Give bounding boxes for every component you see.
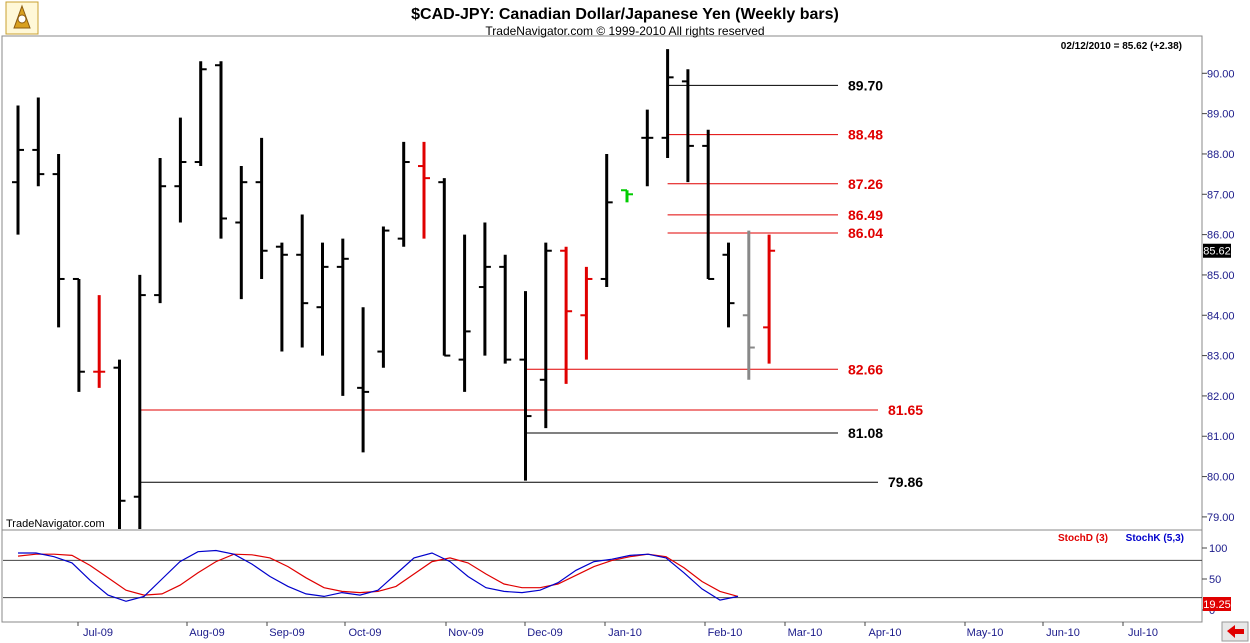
y-tick-label: 81.00 xyxy=(1207,431,1235,443)
x-tick-label: Sep-09 xyxy=(269,627,304,639)
ohlc-bar xyxy=(722,242,735,328)
price-panel-frame xyxy=(1,35,1203,531)
watermark: TradeNavigator.com xyxy=(6,518,105,530)
level-label: 81.65 xyxy=(888,402,923,418)
ohlc-bar xyxy=(418,141,430,239)
ohlc-bar xyxy=(763,234,776,364)
stoch-value-tag: 19.25 xyxy=(1203,597,1231,611)
ohlc-bar xyxy=(296,214,309,348)
level-label: 81.08 xyxy=(848,425,883,441)
x-tick-label: Jan-10 xyxy=(608,627,642,639)
x-tick-label: Dec-09 xyxy=(527,627,562,639)
stoch-tick-label: 100 xyxy=(1209,543,1227,555)
level-label: 86.04 xyxy=(848,225,883,241)
ohlc-bar xyxy=(52,153,65,328)
legend-stochd: StochD (3) xyxy=(1058,533,1108,544)
ohlc-bar xyxy=(478,222,491,356)
month-axis: Jul-09 Aug-09 Sep-09 Oct-09 Nov-09 Dec-09 Jan-… xyxy=(77,622,1158,639)
ohlc-bar xyxy=(641,109,654,187)
ohlc-bar xyxy=(174,117,187,223)
y-tick-label: 84.00 xyxy=(1207,310,1235,322)
ohlc-bar xyxy=(154,157,167,304)
y-tick-label: 86.00 xyxy=(1207,230,1235,242)
ohlc-bar xyxy=(133,274,146,529)
level-label: 86.49 xyxy=(848,207,883,223)
last-price-tag: 85.62 xyxy=(1203,243,1231,258)
ohlc-bar xyxy=(580,266,593,360)
ohlc-bar xyxy=(72,277,85,392)
ohlc-bar xyxy=(377,226,390,368)
x-tick-label: Feb-10 xyxy=(708,627,743,639)
y-tick-label: 79.00 xyxy=(1207,512,1235,524)
legend-stochk: StochK (5,3) xyxy=(1126,533,1184,544)
ohlc-bar xyxy=(93,295,106,388)
ohlc-bar xyxy=(316,242,329,356)
stoch-series-line xyxy=(17,553,739,597)
level-label: 82.66 xyxy=(848,361,883,377)
ohlc-bar xyxy=(560,246,573,384)
level-label: 89.70 xyxy=(848,77,883,93)
ohlc-bar xyxy=(215,61,227,239)
y-tick-label: 85.00 xyxy=(1207,270,1235,282)
y-tick-label: 90.00 xyxy=(1207,68,1235,80)
level-label: 79.86 xyxy=(888,474,923,490)
stoch-panel-frame xyxy=(1,529,1203,623)
chart-title: $CAD-JPY: Canadian Dollar/Japanese Yen (… xyxy=(411,6,839,23)
x-tick-label: Jul-10 xyxy=(1128,627,1158,639)
ohlc-bar xyxy=(336,238,349,396)
stoch-tick-label: 50 xyxy=(1209,574,1221,586)
ohlc-bar xyxy=(621,189,633,203)
x-tick-label: Jun-10 xyxy=(1046,627,1080,639)
scroll-left-arrow-icon[interactable] xyxy=(1221,621,1249,642)
ohlc-bar xyxy=(235,166,248,300)
x-tick-label: Oct-09 xyxy=(348,627,381,639)
trade-navigator-logo xyxy=(5,1,39,35)
price-info: 02/12/2010 = 85.62 (+2.38) xyxy=(1061,41,1182,52)
ohlc-bar xyxy=(12,105,24,235)
ohlc-bar xyxy=(438,178,451,357)
ohlc-bar xyxy=(113,359,126,529)
ohlc-bar xyxy=(194,61,207,167)
y-tick-label: 83.00 xyxy=(1207,351,1235,363)
level-lines: 89.70 88.48 87.26 86.49 86.04 82.66 81.65 81.08… xyxy=(139,77,923,490)
y-tick-label: 80.00 xyxy=(1207,472,1235,484)
level-label: 88.48 xyxy=(848,127,883,143)
ohlc-bars xyxy=(12,49,776,529)
copyright-subtitle: TradeNavigator.com © 1999-2010 All right… xyxy=(485,24,764,38)
x-tick-label: Nov-09 xyxy=(448,627,483,639)
x-tick-label: Mar-10 xyxy=(788,627,823,639)
svg-text:85.62: 85.62 xyxy=(1203,246,1231,258)
y-tick-label: 88.00 xyxy=(1207,149,1235,161)
stoch-series-line xyxy=(18,549,739,602)
ohlc-bar xyxy=(397,141,410,247)
x-tick-label: Aug-09 xyxy=(189,627,224,639)
ohlc-bar xyxy=(702,129,715,280)
ohlc-bar xyxy=(681,69,694,183)
y-tick-label: 87.00 xyxy=(1207,189,1235,201)
ohlc-bar xyxy=(32,97,45,187)
level-label: 87.26 xyxy=(848,176,883,192)
ohlc-bar xyxy=(519,291,532,481)
y-tick-label: 82.00 xyxy=(1207,391,1235,403)
ohlc-bar xyxy=(661,49,674,158)
x-tick-label: Jul-09 xyxy=(83,627,113,639)
ohlc-bar xyxy=(275,242,288,352)
ohlc-bar xyxy=(742,230,755,380)
svg-text:19.25: 19.25 xyxy=(1203,599,1231,611)
ohlc-bar xyxy=(357,307,370,453)
y-tick-label: 89.00 xyxy=(1207,109,1235,121)
ohlc-bar xyxy=(499,254,512,364)
ohlc-bar xyxy=(255,137,268,279)
ohlc-bar xyxy=(458,234,471,392)
x-tick-label: May-10 xyxy=(967,627,1004,639)
price-y-axis: 79.00 80.00 81.00 82.00 83.00 84.00 85.00 86.00… xyxy=(1202,68,1235,524)
x-tick-label: Apr-10 xyxy=(868,627,901,639)
ohlc-bar xyxy=(600,153,613,288)
stochastic-panel: 100500 xyxy=(3,543,1227,617)
ohlc-bar xyxy=(539,242,552,429)
